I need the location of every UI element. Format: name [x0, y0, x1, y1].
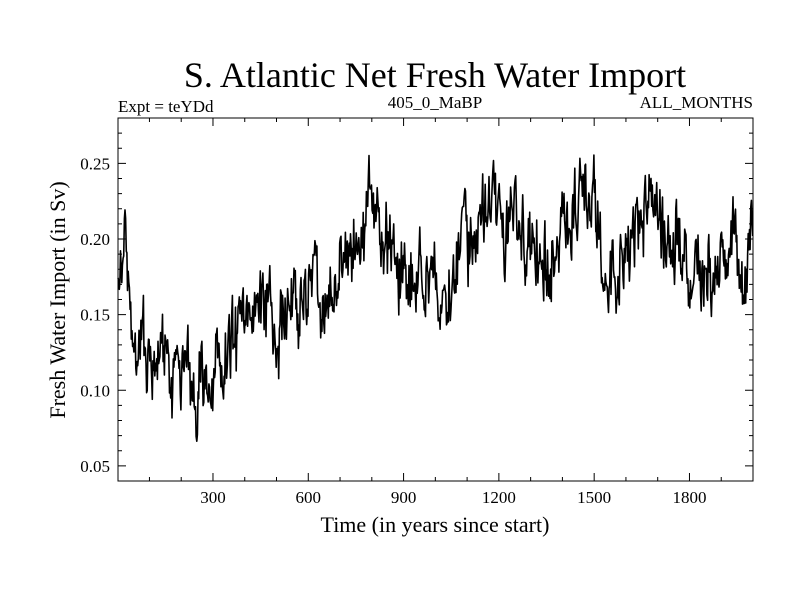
- y-tick-label: 0.15: [80, 306, 110, 325]
- x-tick-label: 900: [391, 488, 417, 507]
- y-tick-label: 0.10: [80, 381, 110, 400]
- months-label: ALL_MONTHS: [640, 93, 753, 112]
- y-tick-label: 0.05: [80, 457, 110, 476]
- period-label: 405_0_MaBP: [388, 93, 482, 112]
- y-tick-label: 0.25: [80, 154, 110, 173]
- y-tick-label: 0.20: [80, 230, 110, 249]
- y-axis-label: Fresh Water Import (in Sv): [45, 181, 70, 418]
- x-tick-label: 300: [200, 488, 226, 507]
- x-tick-label: 1500: [577, 488, 611, 507]
- x-tick-label: 600: [296, 488, 322, 507]
- series-line: [117, 154, 754, 443]
- x-tick-label: 1200: [482, 488, 516, 507]
- x-axis-label: Time (in years since start): [321, 512, 550, 537]
- axis-ticks: [118, 117, 753, 482]
- x-tick-label: 1800: [672, 488, 706, 507]
- experiment-label: Expt = teYDd: [118, 97, 214, 116]
- chart-title: S. Atlantic Net Fresh Water Import: [184, 55, 686, 95]
- plot-frame: [117, 117, 754, 482]
- tick-labels: 300 600 900 1200 1500 1800 0.05 0.10 0.15 0.20 0.2…: [80, 154, 706, 507]
